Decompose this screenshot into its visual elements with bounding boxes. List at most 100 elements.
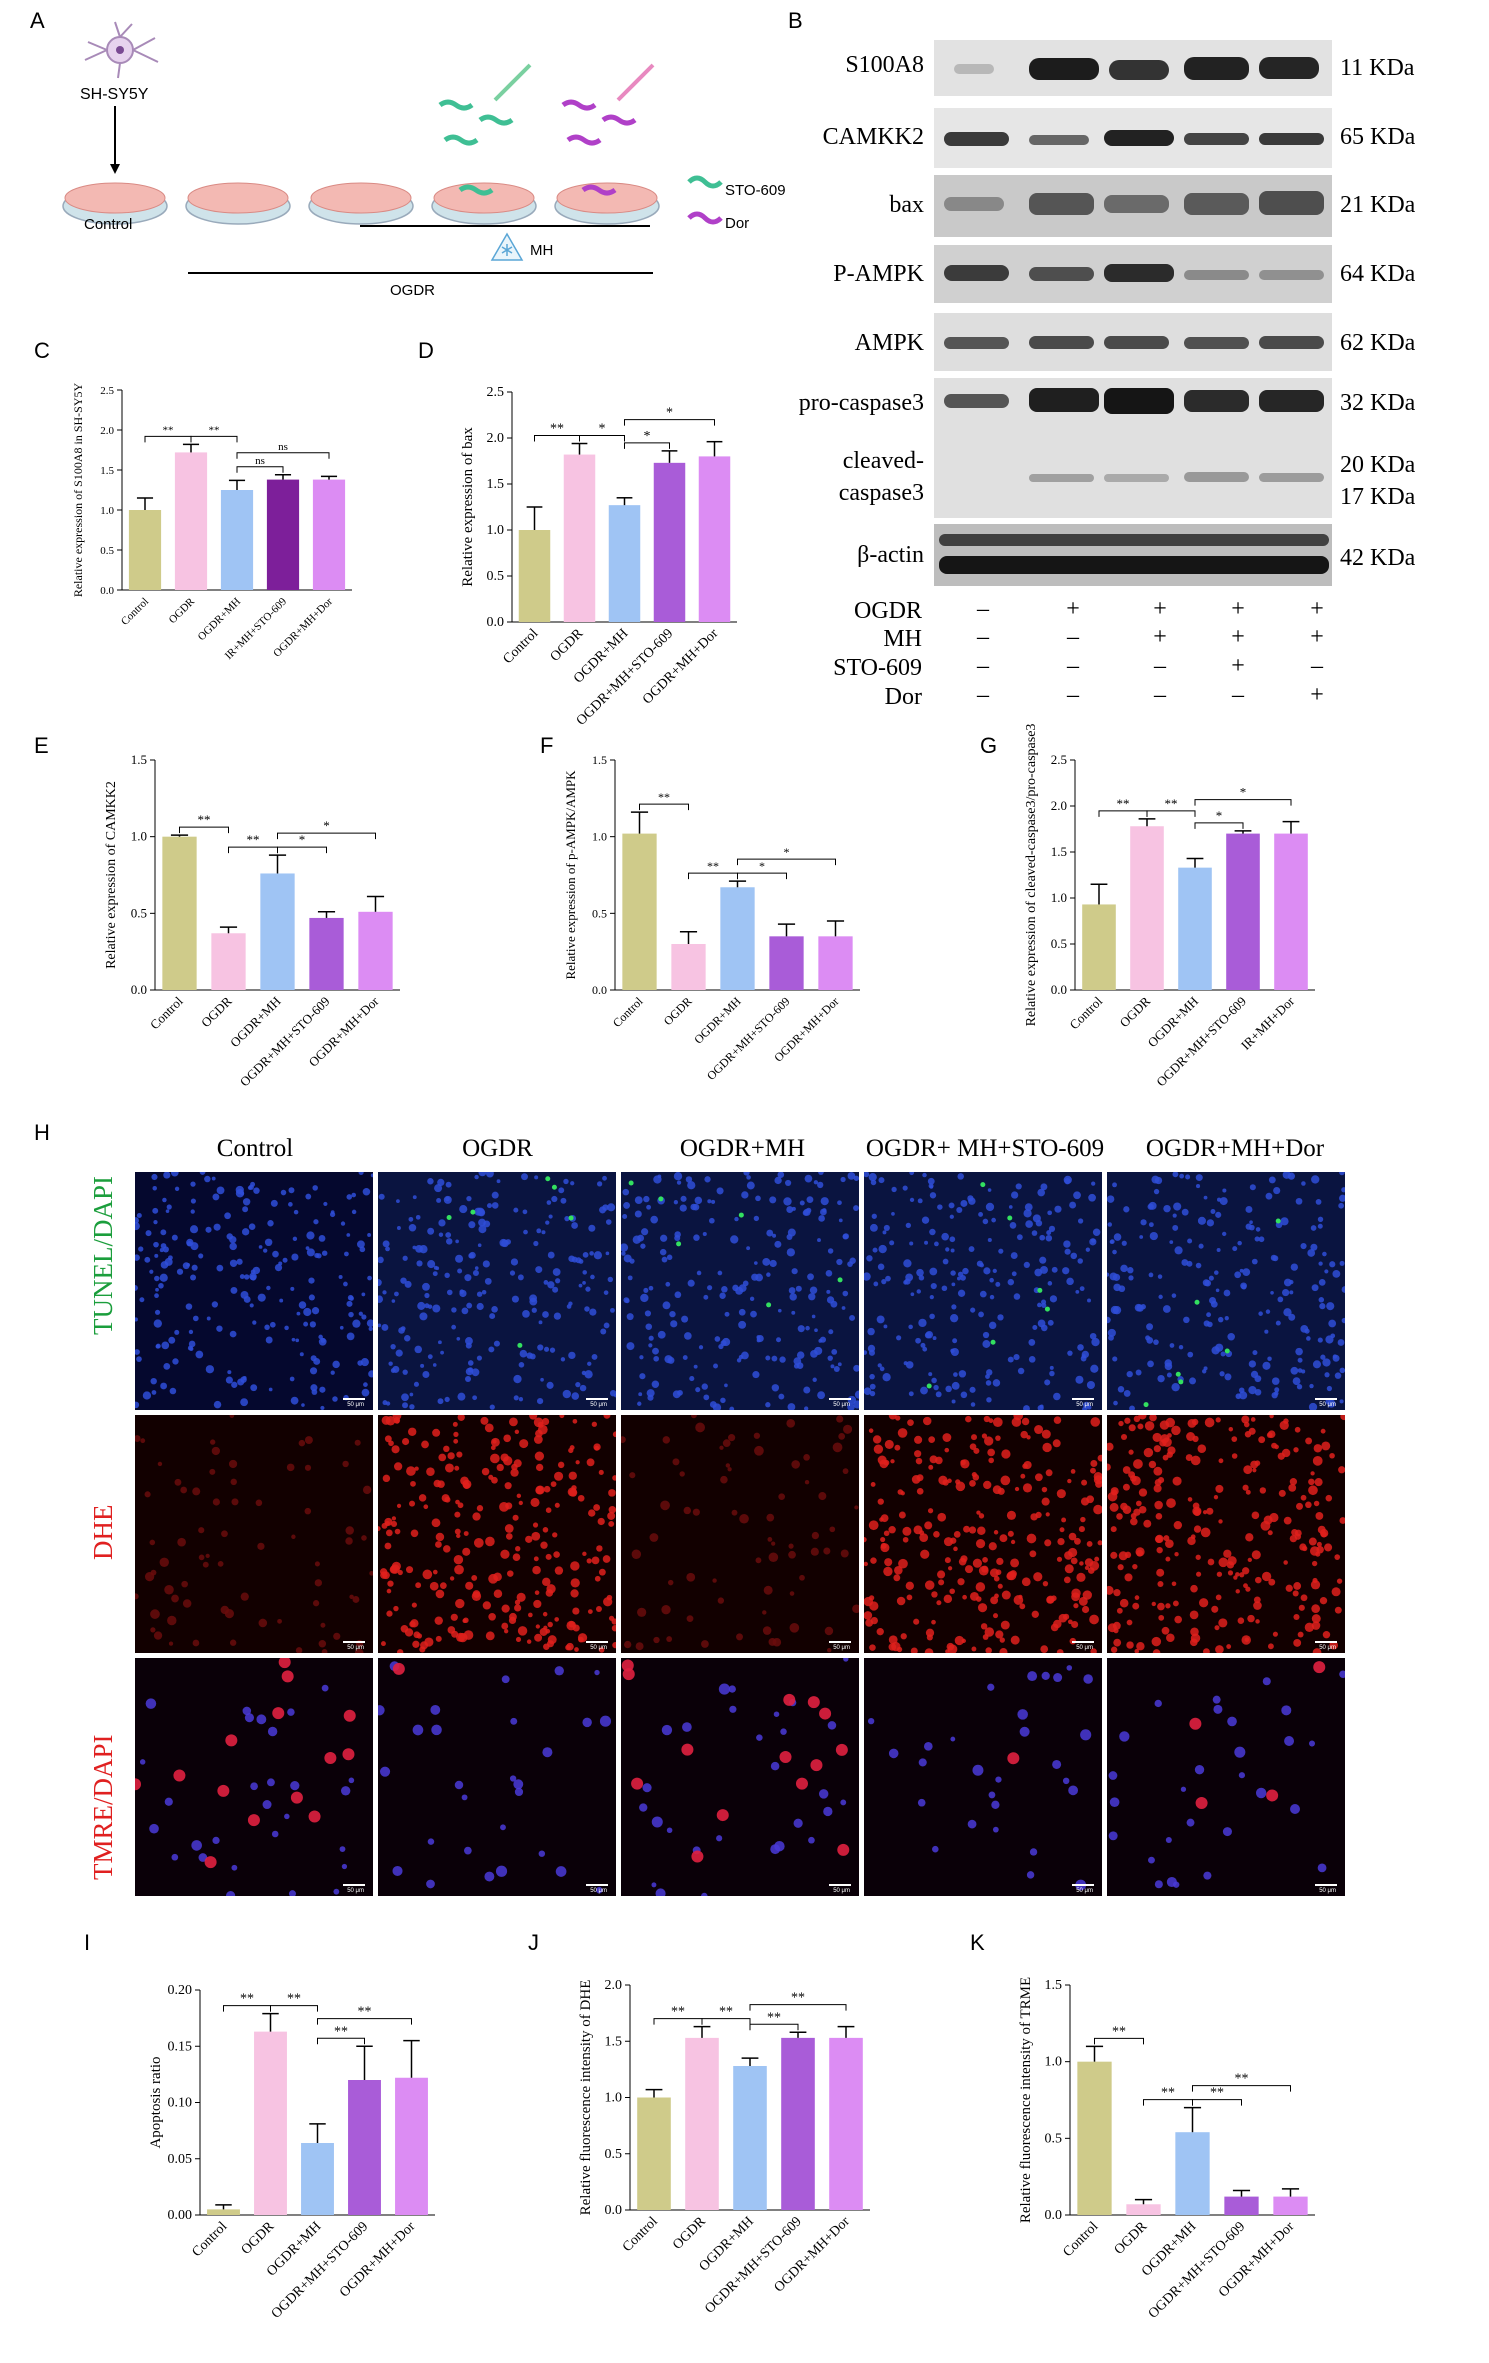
cell	[687, 1181, 696, 1190]
cell	[216, 1264, 224, 1272]
cell	[905, 1361, 914, 1369]
cell	[985, 1647, 992, 1653]
category-label: OGDR+MH+STO-609	[1146, 2219, 1248, 2321]
cell	[589, 1308, 597, 1316]
cell	[941, 1232, 949, 1241]
cell	[547, 1281, 555, 1289]
cell	[545, 1628, 551, 1634]
significance-label: **	[209, 424, 220, 436]
y-axis-label: Relative fluorescence intensity of TRME	[1018, 1977, 1034, 2223]
cell	[341, 1863, 348, 1870]
cell	[1001, 1590, 1011, 1600]
micro-image-render	[864, 1415, 1102, 1653]
cell	[434, 1184, 443, 1193]
tmre-positive-cell	[783, 1693, 796, 1706]
cell	[554, 1502, 560, 1508]
cell	[681, 1315, 689, 1323]
cell	[320, 1405, 325, 1410]
cell	[1056, 1489, 1066, 1499]
cell	[309, 1321, 317, 1328]
significance-bracket	[144, 435, 192, 443]
cell	[605, 1219, 612, 1225]
cell	[308, 1277, 315, 1284]
cell	[828, 1329, 834, 1335]
micro-image-render	[378, 1658, 616, 1896]
cell	[703, 1394, 710, 1401]
cell	[811, 1314, 816, 1319]
category-label: OGDR+MH+STO-609	[704, 994, 793, 1083]
cell	[793, 1357, 802, 1365]
cell	[140, 1438, 146, 1444]
cell	[1089, 1332, 1097, 1340]
cell	[227, 1370, 232, 1375]
cell	[599, 1206, 607, 1214]
cell	[410, 1619, 419, 1628]
blot-beta-actin	[934, 524, 1332, 586]
cell	[833, 1366, 840, 1372]
cell	[555, 1278, 561, 1284]
cell	[725, 1463, 731, 1468]
cell	[738, 1308, 746, 1316]
cell	[190, 1209, 195, 1214]
cell	[634, 1196, 643, 1205]
cell	[572, 1418, 578, 1424]
cell	[1203, 1320, 1210, 1327]
significance-bracket	[317, 2018, 412, 2025]
cell	[643, 1287, 649, 1293]
scale-bar-label: 50 μm	[1076, 1402, 1093, 1408]
micro-image-render	[864, 1658, 1102, 1896]
cell	[391, 1299, 396, 1303]
cell	[999, 1534, 1008, 1543]
cell	[894, 1444, 901, 1451]
cell	[1259, 1487, 1267, 1494]
scale-bar-label: 50 μm	[590, 1402, 607, 1408]
micro-image: 50 μm	[378, 1415, 616, 1653]
cell	[687, 1279, 695, 1287]
cell	[632, 1235, 641, 1244]
cell	[774, 1176, 782, 1185]
cell	[531, 1307, 537, 1313]
cell	[957, 1271, 964, 1278]
cell	[541, 1230, 546, 1235]
cell	[929, 1455, 938, 1464]
cell	[1054, 1205, 1062, 1213]
tmre-positive-cell	[1313, 1661, 1326, 1674]
cell	[577, 1494, 585, 1502]
cell	[1339, 1172, 1345, 1176]
cell	[1053, 1673, 1063, 1683]
cell	[1157, 1374, 1165, 1383]
significance-bracket	[688, 872, 738, 880]
cell	[711, 1199, 716, 1204]
cell	[624, 1298, 630, 1304]
cell	[162, 1197, 167, 1203]
micro-image: 50 μm	[1107, 1172, 1345, 1410]
cell	[1289, 1290, 1294, 1295]
cell	[1226, 1644, 1232, 1649]
cell	[1113, 1638, 1122, 1647]
cell	[1311, 1604, 1321, 1613]
cell	[868, 1428, 874, 1433]
cell	[267, 1726, 278, 1737]
significance-label: **	[1161, 2086, 1175, 2101]
cell	[1338, 1202, 1345, 1209]
cell	[450, 1613, 458, 1621]
cell	[867, 1327, 875, 1336]
cell	[827, 1248, 834, 1254]
band-label-cleaved: cleaved-	[842, 448, 924, 474]
cell	[783, 1197, 792, 1206]
cell	[516, 1592, 526, 1602]
cell	[402, 1255, 408, 1261]
cell	[389, 1565, 398, 1574]
cell	[612, 1641, 616, 1649]
cell	[392, 1365, 400, 1373]
cell	[177, 1537, 186, 1547]
tunel-positive-cell	[446, 1215, 452, 1221]
cell	[263, 1248, 268, 1253]
cell	[1124, 1551, 1132, 1559]
cell	[1041, 1486, 1048, 1493]
cell	[817, 1181, 824, 1189]
cell	[457, 1392, 466, 1401]
cell	[480, 1416, 489, 1425]
cell	[212, 1836, 220, 1845]
cell	[1309, 1383, 1314, 1389]
